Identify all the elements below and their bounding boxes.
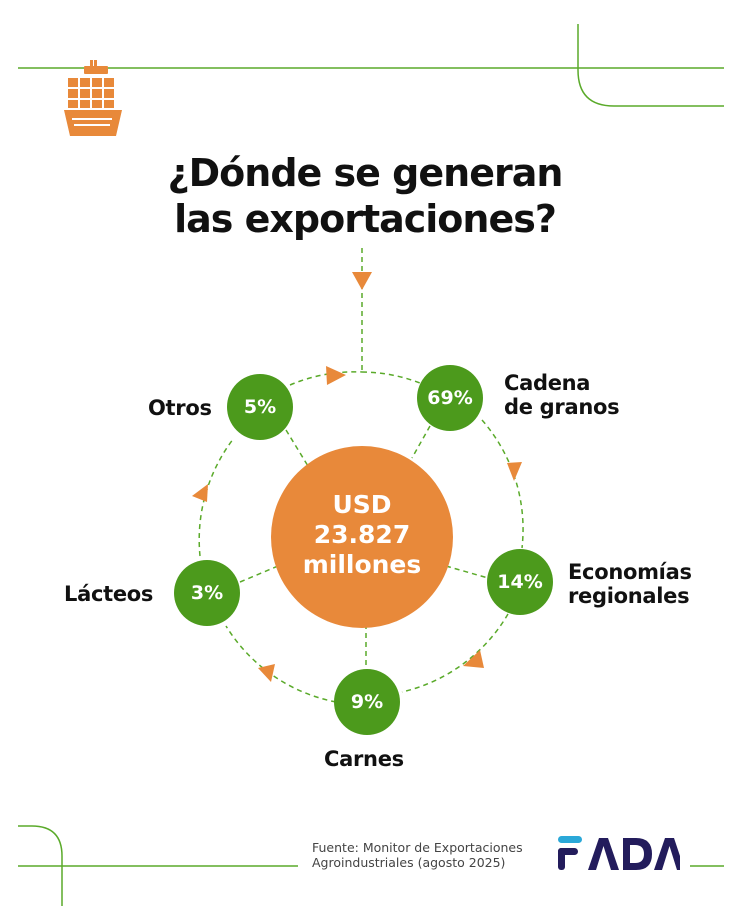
ring-arc-4 — [225, 625, 337, 703]
pct-otros: 5% — [243, 396, 277, 418]
segment-circle-granos — [417, 365, 483, 431]
ring-arc-2 — [481, 419, 524, 549]
label-economias: Economías regionales — [568, 560, 692, 608]
center-currency: USD — [332, 490, 392, 519]
label-granos: Cadena de granos — [504, 371, 620, 419]
title-line-1: ¿Dónde se generan — [167, 151, 564, 195]
ring-arc-5 — [198, 437, 235, 557]
fada-logo — [558, 836, 680, 870]
arrow-left — [192, 484, 208, 502]
center-total: USD 23.827 millones — [272, 490, 452, 580]
pct-economias: 14% — [497, 571, 543, 593]
segment-circle-otros — [227, 374, 293, 440]
center-circle — [271, 446, 453, 628]
label-granos-line2: de granos — [504, 395, 620, 419]
pct-carnes: 9% — [350, 691, 384, 713]
center-value: 23.827 — [313, 520, 411, 549]
pct-lacteos: 3% — [190, 582, 224, 604]
segment-circle-carnes — [334, 669, 400, 735]
label-granos-line1: Cadena — [504, 371, 591, 395]
source-line-2: Agroindustriales (agosto 2025) — [312, 855, 506, 870]
source-note: Fuente: Monitor de Exportaciones Agroind… — [312, 840, 552, 870]
label-economias-line1: Economías — [568, 560, 692, 584]
pct-granos: 69% — [427, 387, 473, 409]
spoke-lacteos — [239, 565, 279, 583]
arrow-right-lower — [463, 650, 484, 668]
ring-arc-6 — [289, 371, 363, 386]
center-unit: millones — [302, 550, 422, 579]
arrow-top — [326, 366, 346, 385]
page-title: ¿Dónde se generan las exportaciones? — [0, 150, 730, 242]
ring-arc-3 — [401, 613, 509, 693]
label-economias-line2: regionales — [568, 584, 690, 608]
cargo-ship-icon — [64, 60, 122, 136]
label-carnes: Carnes — [324, 747, 404, 771]
source-line-1: Fuente: Monitor de Exportaciones — [312, 840, 523, 855]
segment-circle-lacteos — [174, 560, 240, 626]
arrow-bottom-left — [258, 664, 275, 682]
spoke-granos — [411, 425, 431, 459]
spoke-otros — [285, 429, 309, 467]
title-line-2: las exportaciones? — [174, 197, 557, 241]
spoke-economias — [445, 565, 489, 579]
segment-circle-economias — [487, 549, 553, 615]
arrow-right-upper — [507, 462, 522, 481]
ring-arc-1 — [361, 371, 421, 384]
label-lacteos: Lácteos — [64, 582, 154, 606]
arrow-title — [352, 272, 372, 290]
label-otros: Otros — [148, 396, 212, 420]
